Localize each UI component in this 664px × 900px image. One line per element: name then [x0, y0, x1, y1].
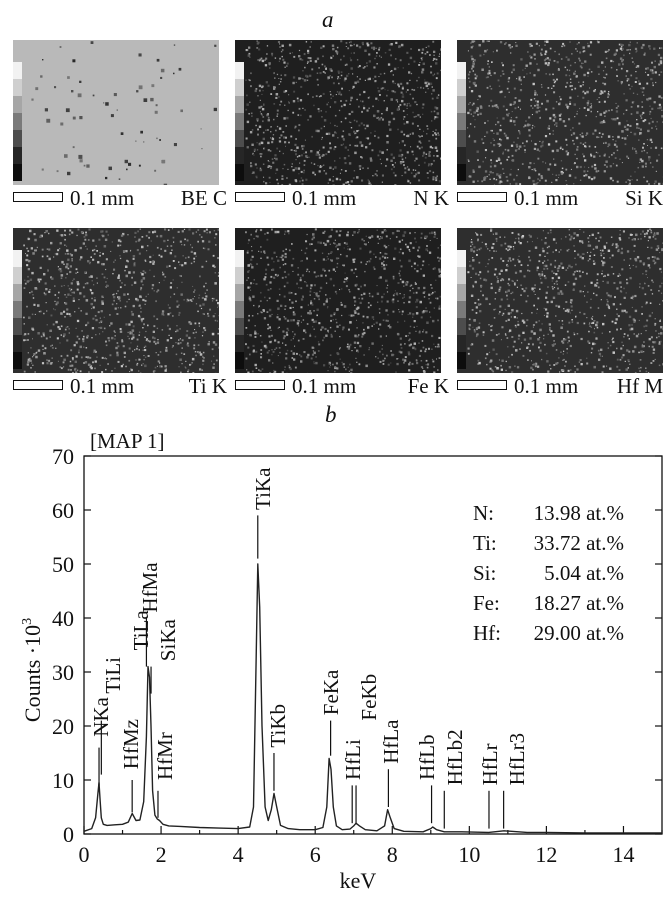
peak-label: SiKa: [156, 619, 180, 662]
composition-element: N:: [473, 501, 494, 525]
map-image: [13, 228, 219, 373]
x-axis-label: keV: [340, 868, 377, 893]
spectrum-line: [83, 563, 662, 834]
peak-label: HfLr3: [505, 733, 529, 785]
peak-label: FeKb: [357, 674, 381, 721]
peak-label: HfLa: [379, 719, 403, 764]
map-caption: 0.1 mm N K: [235, 186, 449, 210]
x-tick-label: 2: [156, 842, 167, 867]
x-tick-label: 0: [79, 842, 90, 867]
composition-element: Ti:: [473, 531, 497, 555]
chart-title: [MAP 1]: [90, 429, 164, 453]
element-map-0: [13, 40, 219, 185]
peak-label: HfLi: [341, 739, 365, 780]
element-map-3: [13, 228, 219, 373]
x-tick-label: 10: [458, 842, 480, 867]
element-label: BE C: [180, 186, 227, 210]
y-tick-label: 10: [52, 768, 74, 793]
scale-bar: [235, 192, 285, 202]
scale-bar: [235, 380, 285, 390]
scale-label: 0.1 mm: [514, 374, 579, 398]
composition-element: Fe:: [473, 591, 500, 615]
map-caption: 0.1 mm Fe K: [235, 374, 449, 398]
plot-frame: [83, 455, 663, 835]
scale-label: 0.1 mm: [70, 186, 135, 210]
peak-label: FeKa: [319, 669, 343, 715]
scale-label: 0.1 mm: [292, 186, 357, 210]
x-tick-label: 14: [612, 842, 634, 867]
scale-label: 0.1 mm: [514, 186, 579, 210]
element-map-5: [457, 228, 663, 373]
peak-label: TiKa: [251, 467, 275, 510]
element-label: Fe K: [407, 374, 449, 398]
y-axis-label: Counts ·103: [20, 618, 45, 722]
map-image: [235, 40, 441, 185]
scale-bar: [457, 380, 507, 390]
map-caption: 0.1 mm Hf M: [457, 374, 663, 398]
peak-label: HfMa: [138, 562, 162, 613]
map-caption: 0.1 mm BE C: [13, 186, 227, 210]
element-label: Ti K: [188, 374, 227, 398]
element-map-2: [457, 40, 663, 185]
composition-value: 13.98 at.%: [534, 501, 624, 525]
panel-b-label: b: [325, 402, 337, 427]
composition-value: 33.72 at.%: [534, 531, 624, 555]
map-caption: 0.1 mm Ti K: [13, 374, 227, 398]
map-image: [13, 40, 219, 185]
peak-label: HfLb: [415, 735, 439, 781]
element-map-1: [235, 40, 441, 185]
peak-label: TiKb: [266, 704, 290, 748]
peak-label: HfLb2: [443, 729, 467, 785]
x-tick-label: 12: [535, 842, 557, 867]
x-tick-label: 4: [233, 842, 244, 867]
peak-label: HfMz: [119, 719, 143, 769]
y-tick-label: 30: [52, 660, 74, 685]
map-image: [457, 228, 663, 373]
element-label: Si K: [625, 186, 663, 210]
y-tick-label: 60: [52, 498, 74, 523]
y-tick-label: 70: [52, 444, 74, 469]
element-map-4: [235, 228, 441, 373]
element-label: N K: [413, 186, 449, 210]
map-image: [457, 40, 663, 185]
composition-value: 18.27 at.%: [534, 591, 624, 615]
composition-element: Hf:: [473, 621, 501, 645]
scale-bar: [13, 380, 63, 390]
panel-a-label: a: [322, 7, 334, 32]
scale-label: 0.1 mm: [70, 374, 135, 398]
scale-bar: [457, 192, 507, 202]
peak-label: HfLr: [478, 743, 502, 785]
x-tick-label: 6: [310, 842, 321, 867]
composition-value: 29.00 at.%: [534, 621, 624, 645]
y-axis-label-superscript: 3: [20, 618, 35, 625]
y-tick-label: 20: [52, 714, 74, 739]
peak-label: NKa: [89, 696, 113, 736]
y-tick-label: 0: [63, 822, 74, 847]
peak-label: TiLi: [101, 657, 125, 694]
eds-spectrum-chart: [MAP 1] 0 10 20 30 40 50 60 70 0 2 4 6 8 10 12 14 keV Coun…: [20, 429, 663, 893]
composition-element: Si:: [473, 561, 496, 585]
scale-label: 0.1 mm: [292, 374, 357, 398]
element-label: Hf M: [616, 374, 663, 398]
map-caption: 0.1 mm Si K: [457, 186, 663, 210]
x-tick-label: 8: [387, 842, 398, 867]
peak-label: TiLa: [129, 610, 153, 651]
map-image: [235, 228, 441, 373]
peak-label: HfMr: [153, 732, 177, 780]
y-tick-label: 50: [52, 552, 74, 577]
scale-bar: [13, 192, 63, 202]
y-tick-label: 40: [52, 606, 74, 631]
composition-value: 5.04 at.%: [544, 561, 624, 585]
